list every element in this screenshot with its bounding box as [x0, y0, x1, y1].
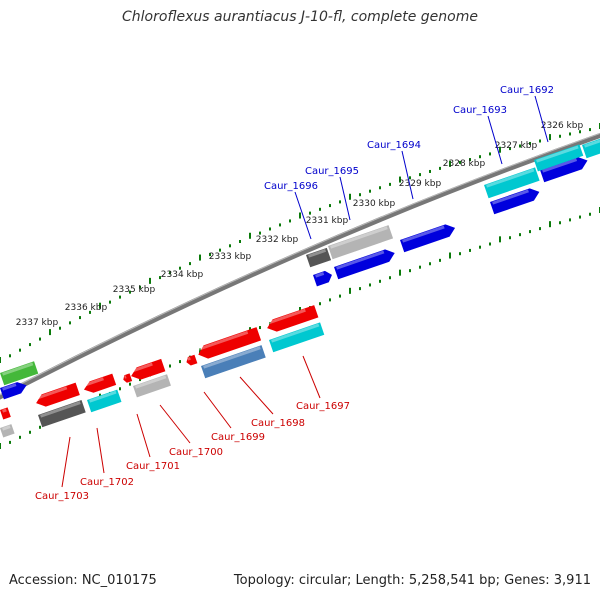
gene-caur-1695[interactable] — [328, 225, 394, 260]
leader-line — [487, 115, 503, 165]
gene-caur-1700[interactable] — [185, 354, 198, 367]
gene-label-forward[interactable]: Caur_1695 — [305, 166, 359, 177]
tick-label: 2328 kbp — [443, 159, 486, 169]
map-title: Chloroflexus aurantiacus J-10-fl, comple… — [122, 9, 478, 25]
gene-caur-1703b[interactable] — [38, 400, 86, 428]
tick-label: 2326 kbp — [541, 121, 584, 131]
tick-label: 2332 kbp — [256, 235, 299, 245]
gene-caur-1693[interactable] — [484, 167, 540, 199]
gene-features — [0, 137, 600, 438]
gene-labels: Caur_1692 Caur_1693 Caur_1694 Caur_1695 Caur… — [35, 85, 554, 502]
gene-label-reverse[interactable]: Caur_1701 — [126, 461, 180, 472]
gene-blue-left[interactable] — [0, 380, 28, 400]
gene-caur-1697[interactable] — [265, 305, 319, 334]
tick-label: 2333 kbp — [209, 252, 252, 262]
gene-caur-1701[interactable] — [133, 374, 171, 398]
gene-caur-1698[interactable] — [196, 327, 262, 361]
gene-caur-1702b[interactable] — [87, 389, 122, 413]
leader-line — [239, 376, 274, 415]
gene-caur-1703[interactable] — [34, 382, 80, 410]
gene-label-reverse[interactable]: Caur_1702 — [80, 477, 134, 488]
leader-line — [534, 95, 549, 143]
tick-label: 2335 kbp — [113, 285, 156, 295]
upper-tick-ring — [0, 123, 600, 363]
gene-green[interactable] — [0, 361, 39, 386]
gene-block[interactable] — [582, 137, 600, 159]
tick-label: 2336 kbp — [65, 303, 108, 313]
gene-caur-1696[interactable] — [306, 247, 332, 268]
tick-label: 2331 kbp — [306, 216, 349, 226]
gene-label-reverse[interactable]: Caur_1698 — [251, 418, 305, 429]
accession-text: Accession: NC_010175 — [9, 573, 157, 588]
genome-backbone-highlight — [0, 132, 600, 396]
leader-line — [401, 150, 414, 200]
gene-label-reverse[interactable]: Caur_1697 — [296, 401, 350, 412]
gene-label-reverse[interactable]: Caur_1700 — [169, 447, 223, 458]
gene-label-forward[interactable]: Caur_1696 — [264, 181, 318, 192]
gene-caur-1695b[interactable] — [334, 247, 397, 280]
leader-line — [159, 404, 191, 444]
gene-label-reverse[interactable]: Caur_1699 — [211, 432, 265, 443]
gene-label-forward[interactable]: Caur_1693 — [453, 105, 507, 116]
leader-line — [136, 413, 151, 458]
tick-label: 2330 kbp — [353, 199, 396, 209]
leader-line — [302, 355, 321, 399]
gene-label-forward[interactable]: Caur_1694 — [367, 140, 421, 151]
leader-line — [339, 176, 351, 221]
gene-block[interactable] — [534, 144, 584, 172]
gene-red-edge[interactable] — [0, 407, 11, 420]
gene-caur-1693b[interactable] — [490, 186, 542, 215]
tick-label: 2329 kbp — [399, 179, 442, 189]
lower-tick-ring — [0, 207, 600, 449]
gene-caur-1692[interactable] — [540, 154, 590, 183]
gene-caur-1694[interactable] — [400, 222, 457, 253]
leader-line — [294, 191, 312, 240]
gene-caur-1697b[interactable] — [269, 322, 325, 353]
tick-label: 2327 kbp — [495, 141, 538, 151]
topology-text: Topology: circular; Length: 5,258,541 bp… — [233, 573, 591, 588]
tick-label: 2334 kbp — [161, 270, 204, 280]
leader-line — [61, 436, 71, 488]
gene-caur-1699[interactable] — [201, 345, 266, 379]
gene-label-reverse[interactable]: Caur_1703 — [35, 491, 89, 502]
gene-gray-edge[interactable] — [0, 424, 15, 438]
gene-label-forward[interactable]: Caur_1692 — [500, 85, 554, 96]
gene-caur-1702[interactable] — [82, 373, 117, 396]
gene-caur-1700b[interactable] — [129, 358, 166, 382]
gene-caur-1696b[interactable] — [313, 269, 334, 287]
tick-label: 2337 kbp — [16, 318, 59, 328]
leader-line — [96, 427, 105, 474]
genome-backbone — [0, 132, 600, 400]
gene-caur-1701b[interactable] — [122, 373, 133, 383]
leader-line — [203, 391, 232, 429]
